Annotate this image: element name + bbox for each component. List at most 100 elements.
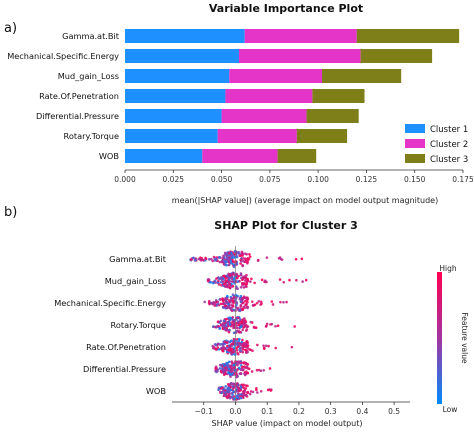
swarm-point <box>265 256 269 259</box>
swarm-point <box>237 323 241 327</box>
swarm-point <box>243 317 246 320</box>
swarm-point <box>276 324 280 328</box>
swarm-point <box>290 345 294 349</box>
swarm-point <box>215 277 218 280</box>
swarm-point <box>221 343 225 347</box>
swarm-point <box>237 251 240 255</box>
swarm-point <box>274 346 278 350</box>
feature-label: Gamma.at.Bit <box>109 254 167 264</box>
swarm-point <box>219 319 223 323</box>
swarm-point <box>219 390 222 394</box>
legend-label: Cluster 2 <box>430 140 468 150</box>
swarm-point <box>301 280 304 283</box>
swarm-point <box>235 385 238 389</box>
swarm-point <box>235 342 239 346</box>
swarm-point <box>240 254 243 257</box>
swarm-point <box>225 350 229 354</box>
swarm-point <box>279 300 282 304</box>
swarm-point <box>214 365 218 369</box>
swarm-point <box>270 300 274 303</box>
swarm-point <box>224 297 227 300</box>
swarm-point <box>218 343 222 346</box>
bar-Gamma.at.Bit-cluster-3 <box>356 29 460 43</box>
colorbar <box>437 272 442 404</box>
swarm-point <box>227 330 231 334</box>
swarm-point <box>304 278 308 282</box>
swarm-point <box>222 306 225 309</box>
swarm-point <box>242 361 246 365</box>
chart-b-xlabel: SHAP value (impact on model output) <box>212 419 363 428</box>
swarm-point <box>255 301 259 305</box>
x-tick-label: 0.100 <box>307 175 329 184</box>
swarm-point <box>230 369 234 373</box>
swarm-point <box>222 373 226 377</box>
swarm-point <box>228 263 231 266</box>
swarm-point <box>216 346 220 349</box>
bar-Mechanical.Specific.Energy-cluster-1 <box>125 49 239 63</box>
panel-a-label: a) <box>4 21 17 36</box>
swarm-point <box>266 388 270 392</box>
swarm-point <box>228 280 232 283</box>
swarm-point <box>221 386 225 389</box>
swarm-point <box>227 303 230 306</box>
swarm-point <box>242 275 245 279</box>
swarm-point <box>282 300 285 304</box>
swarm-point <box>231 299 235 303</box>
swarm-point <box>245 273 248 277</box>
category-label: WOB <box>99 151 120 161</box>
swarm-point <box>246 277 250 281</box>
swarm-point <box>225 329 228 332</box>
swarm-point <box>274 324 277 328</box>
swarm-point <box>189 258 193 261</box>
swarm-point <box>236 396 239 399</box>
swarm-point <box>243 296 246 299</box>
swarm-point <box>211 325 215 329</box>
swarm-point <box>245 252 249 256</box>
swarm-point <box>248 255 252 258</box>
bar-Rate.Of.Penetration-cluster-2 <box>225 89 313 103</box>
swarm-point <box>218 260 222 264</box>
swarm-point <box>218 327 221 330</box>
swarm-point <box>249 390 253 393</box>
swarm-point <box>226 394 230 398</box>
feature-label: Differential.Pressure <box>83 364 166 374</box>
feature-label: WOB <box>146 386 167 396</box>
swarm-point <box>280 258 284 261</box>
swarm-point <box>204 257 208 261</box>
swarm-point <box>213 304 216 307</box>
swarm-point <box>245 302 248 306</box>
legend-swatch <box>405 124 425 133</box>
swarm-point <box>216 369 219 373</box>
x-tick-label: 0.150 <box>404 175 426 184</box>
swarm-point <box>224 260 227 263</box>
swarm-point <box>224 306 228 310</box>
swarm-point <box>236 280 240 283</box>
swarm-point <box>224 285 228 288</box>
swarm-point <box>217 279 220 283</box>
swarm-point <box>248 392 252 396</box>
swarm-point <box>278 256 282 259</box>
swarm-point <box>236 363 239 367</box>
swarm-point <box>244 343 248 346</box>
swarm-point <box>222 274 226 278</box>
swarm-point <box>237 316 240 320</box>
swarm-point <box>216 343 220 346</box>
bar-WOB-cluster-1 <box>125 149 203 163</box>
swarm-point <box>239 294 243 298</box>
swarm-point <box>246 306 249 310</box>
swarm-point <box>242 282 246 285</box>
feature-label: Rotary.Torque <box>111 320 166 330</box>
swarm-point <box>226 305 230 309</box>
swarm-point <box>242 326 245 329</box>
swarm-point <box>230 344 233 348</box>
swarm-point <box>225 361 229 365</box>
swarm-point <box>224 300 228 304</box>
swarm-point <box>239 285 243 289</box>
bar-Differential.Pressure-cluster-3 <box>306 109 359 123</box>
swarm-point <box>263 280 267 284</box>
swarm-point <box>236 287 239 291</box>
swarm-point <box>224 340 228 344</box>
swarm-point <box>230 364 233 367</box>
bar-Rotary.Torque-cluster-3 <box>296 129 348 143</box>
x-tick-label: 0.2 <box>293 407 305 416</box>
